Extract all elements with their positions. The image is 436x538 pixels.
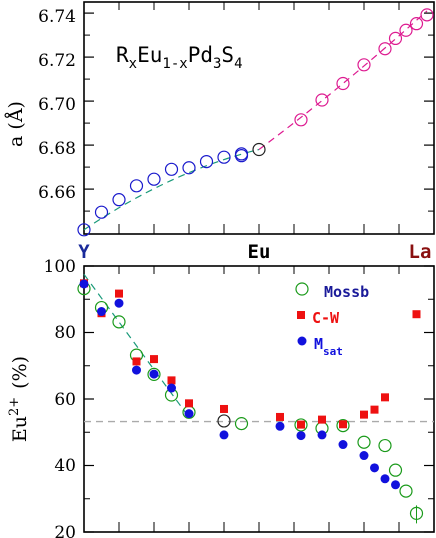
lattice-point [164, 162, 179, 176]
legend-label-cw: C-W [312, 309, 340, 327]
cw-point [132, 357, 141, 366]
eu-point [217, 414, 231, 428]
mossb-point [112, 315, 126, 329]
msat-point [359, 451, 369, 461]
bottom-ytick-label: 100 [44, 257, 76, 277]
msat-point [391, 480, 400, 490]
mossb-point [388, 463, 403, 477]
msat-point [132, 365, 141, 375]
data-markers [77, 8, 434, 524]
legend-marker-cw [297, 311, 305, 319]
fit-line [83, 148, 260, 231]
cw-point [381, 393, 389, 402]
lattice-point [399, 23, 413, 37]
top-ytick-label: 6.66 [38, 183, 76, 203]
bottom-ytick-label: 80 [54, 323, 76, 343]
legend-label-mossb: Mossb [324, 283, 369, 301]
lattice-point [112, 193, 126, 207]
lattice-point [77, 223, 91, 237]
cw-point [297, 420, 305, 429]
mossb-point [294, 418, 308, 432]
mossb-point [147, 367, 161, 381]
cw-point [360, 410, 368, 419]
fit-line [258, 10, 428, 150]
lattice-point [182, 161, 196, 175]
msat-point [317, 430, 327, 440]
mossb-point [336, 419, 350, 433]
msat-point [296, 431, 306, 441]
lattice-point [217, 150, 231, 164]
lattice-point [94, 205, 109, 219]
lattice-point [378, 42, 392, 56]
compound-formula: RxEu1-xPd3S4 [116, 43, 243, 72]
msat-point [338, 440, 348, 450]
bottom-ytick-label: 40 [54, 456, 76, 476]
xlabel-y: Y [78, 241, 90, 263]
lattice-point [129, 179, 144, 193]
lattice-point [336, 76, 350, 91]
cw-point [150, 355, 158, 364]
fit-lines [83, 10, 428, 418]
cw-point [115, 289, 123, 298]
legend-marker-msat [297, 336, 307, 346]
lattice-point [234, 149, 249, 163]
lattice-point [199, 155, 214, 169]
lattice-point [420, 8, 434, 22]
lattice-point [315, 93, 329, 107]
top-ytick-label: 6.70 [38, 95, 76, 115]
cw-point [412, 310, 421, 319]
cw-point [220, 404, 228, 413]
bottom-ylabel: Eu2+(%) [7, 356, 31, 442]
mossb-point [399, 484, 413, 498]
msat-point [97, 307, 106, 317]
msat-point [114, 298, 124, 308]
lattice-point [357, 58, 371, 72]
top-ylabel: a (Å) [5, 101, 27, 147]
lattice-point [294, 113, 308, 127]
msat-point [79, 279, 89, 289]
mossb-point [234, 417, 249, 431]
cw-point [167, 376, 176, 385]
cw-point [185, 399, 193, 408]
lattice-point [388, 31, 403, 46]
bottom-ytick-label: 60 [54, 390, 76, 410]
msat-point [149, 369, 159, 379]
mossb-point [378, 438, 392, 453]
legend-marker-mossb [295, 282, 309, 296]
lattice-point [252, 142, 266, 157]
msat-point [370, 463, 379, 473]
top-plot-frame [83, 1, 435, 235]
lattice-point [147, 172, 161, 186]
msat-point [380, 474, 390, 484]
top-ytick-label: 6.74 [38, 7, 76, 27]
bottom-ytick-label: 20 [54, 523, 76, 538]
mossb-point [357, 435, 371, 449]
msat-point [219, 430, 229, 440]
legend-label-msat: Msat [314, 335, 343, 358]
lattice-point [409, 17, 424, 31]
legend: Mossb C-W Msat [295, 282, 369, 358]
top-ytick-label: 6.72 [38, 51, 76, 71]
xlabel-la: La [409, 241, 432, 263]
cw-point [370, 405, 379, 414]
cw-point [276, 412, 284, 421]
msat-point [184, 409, 194, 419]
xlabel-eu: Eu [248, 241, 271, 263]
bottom-axis-ticks [84, 265, 434, 533]
top-ytick-label: 6.68 [38, 139, 76, 159]
top-axis-ticks [84, 2, 434, 234]
cw-point [339, 420, 347, 429]
msat-point [167, 383, 176, 393]
msat-point [275, 421, 285, 431]
fit-line [83, 273, 190, 418]
cw-point [318, 415, 326, 424]
